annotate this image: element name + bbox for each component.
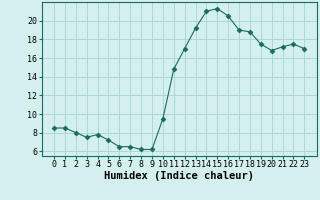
X-axis label: Humidex (Indice chaleur): Humidex (Indice chaleur): [104, 171, 254, 181]
